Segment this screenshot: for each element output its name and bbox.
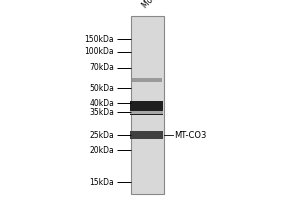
Text: 25kDa: 25kDa (89, 131, 114, 140)
Bar (130, 111, 164, 114)
Text: 35kDa: 35kDa (89, 108, 114, 117)
Bar (130, 131, 164, 139)
Text: MT-CO3: MT-CO3 (174, 131, 206, 140)
Text: Mouse kidney: Mouse kidney (141, 0, 184, 10)
Text: 20kDa: 20kDa (89, 146, 114, 155)
Bar (130, 101, 164, 105)
Text: 40kDa: 40kDa (89, 99, 114, 108)
Bar (130, 16, 164, 194)
Text: 100kDa: 100kDa (84, 47, 114, 56)
Text: 70kDa: 70kDa (89, 63, 114, 72)
Text: 15kDa: 15kDa (89, 178, 114, 187)
Bar (130, 101, 164, 115)
Text: 150kDa: 150kDa (84, 35, 114, 44)
Text: 50kDa: 50kDa (89, 84, 114, 93)
Bar (132, 78, 162, 82)
